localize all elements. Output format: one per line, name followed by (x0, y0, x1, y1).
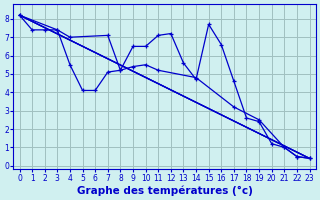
X-axis label: Graphe des températures (°c): Graphe des températures (°c) (76, 185, 252, 196)
